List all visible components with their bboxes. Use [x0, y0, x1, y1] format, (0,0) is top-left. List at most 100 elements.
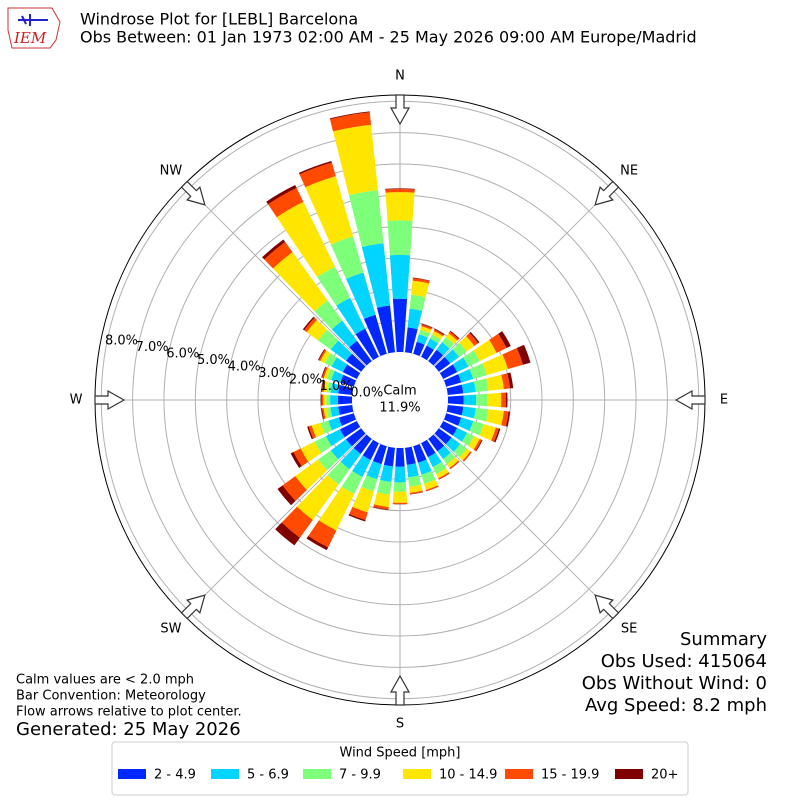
bar-segment — [394, 466, 406, 483]
bar-segment — [338, 413, 357, 426]
bar-segment — [336, 297, 366, 335]
bar-segment — [353, 434, 372, 455]
bar-segment — [421, 323, 433, 329]
compass-label: SW — [160, 622, 181, 637]
logo: IEM — [7, 7, 61, 49]
bar-segment — [473, 407, 489, 422]
bar-segment — [341, 470, 363, 494]
bar-segment — [389, 254, 411, 299]
bar-segment — [331, 370, 344, 383]
legend-label: 10 - 14.9 — [439, 768, 497, 783]
flow-arrow — [674, 389, 706, 411]
r-tick-label: 6.0% — [166, 346, 199, 361]
bar-segment — [352, 486, 374, 513]
legend-label: 2 - 4.9 — [154, 768, 196, 783]
bar-segment — [377, 305, 395, 354]
bar-segment — [459, 448, 471, 461]
bar-segment — [409, 294, 426, 311]
chart-title: Windrose Plot for [LEBL] Barcelona — [80, 10, 358, 29]
bar-segment — [277, 485, 296, 506]
bar-segment — [489, 333, 507, 353]
bar-segment — [446, 405, 464, 416]
bar-segment — [314, 436, 332, 454]
compass-label: E — [720, 393, 728, 408]
bar-segment — [473, 378, 489, 393]
bar-segment — [452, 357, 469, 373]
bar-segment — [434, 356, 451, 372]
bar-segment — [425, 485, 439, 492]
bar-segment — [507, 372, 514, 389]
bar-segment — [501, 392, 506, 408]
legend-swatch — [505, 769, 533, 779]
bar-segment — [290, 451, 302, 469]
flow-arrow — [180, 594, 206, 620]
bar-segment — [395, 447, 405, 467]
bar-segment — [424, 479, 439, 490]
bar-segment — [446, 457, 459, 468]
legend-swatch — [615, 769, 643, 779]
bar-segment — [475, 439, 483, 452]
bar-segment — [439, 364, 458, 379]
legend-swatch — [303, 769, 331, 779]
bar-segment — [377, 480, 392, 495]
bar-segment — [323, 367, 331, 379]
bar-segment — [493, 428, 501, 443]
bar-segment — [426, 486, 439, 492]
r-tick-label: 4.0% — [228, 359, 261, 374]
bar-segment — [413, 341, 425, 357]
bar-segment — [296, 475, 339, 520]
bar-segment — [385, 188, 415, 190]
bar-segment — [462, 451, 472, 462]
grid-spoke — [433, 433, 617, 617]
bar-segment — [466, 332, 479, 346]
bar-segment — [307, 426, 314, 440]
bar-segment — [392, 491, 408, 503]
bar-segment — [299, 162, 336, 188]
bar-segment — [450, 461, 460, 470]
bar-segment — [458, 417, 474, 431]
calm-value: 11.9% — [379, 401, 420, 416]
bar-segment — [349, 340, 372, 366]
flow-arrow — [389, 94, 411, 126]
bar-segment — [318, 486, 355, 531]
summary-line: Obs Without Wind: 0 — [582, 673, 767, 694]
bar-segment — [330, 112, 372, 132]
bar-segment — [427, 452, 442, 468]
note: Calm values are < 2.0 mph — [16, 673, 194, 688]
bar-segment — [266, 185, 297, 205]
bar-segment — [308, 425, 317, 439]
bar-segment — [428, 349, 444, 366]
calm-label: Calm — [383, 384, 416, 399]
bar-segment — [452, 342, 467, 358]
bar-segment — [340, 374, 357, 387]
bar-segment — [317, 348, 326, 361]
legend-title: Wind Speed [mph] — [340, 746, 461, 761]
bar-segment — [326, 369, 335, 381]
flow-arrow — [180, 180, 206, 206]
bar-segment — [276, 201, 335, 278]
r-tick-label: 0.0% — [350, 385, 383, 400]
bar-segment — [479, 424, 496, 441]
compass-label: NE — [620, 163, 638, 178]
bar-segment — [323, 394, 327, 406]
bar-segment — [324, 353, 337, 367]
bar-segment — [264, 241, 293, 269]
summary-line: Avg Speed: 8.2 mph — [585, 695, 767, 716]
bar-segment — [393, 482, 407, 492]
bar-segment — [458, 369, 474, 383]
bar-segment — [346, 272, 376, 319]
bar-segment — [405, 327, 418, 354]
bar-segment — [421, 471, 436, 484]
bar-segment — [361, 243, 391, 308]
bar-segment — [306, 535, 329, 551]
summary-line: Summary — [680, 629, 767, 650]
bar-segment — [434, 328, 445, 336]
bar-segment — [438, 473, 450, 480]
bar-segment — [330, 395, 339, 405]
bar-segment — [321, 394, 324, 406]
bar-segment — [302, 316, 315, 331]
bar-segment — [468, 436, 480, 450]
legend-swatch — [118, 769, 146, 779]
bar-segment — [421, 439, 436, 458]
bar-segment — [268, 187, 304, 218]
